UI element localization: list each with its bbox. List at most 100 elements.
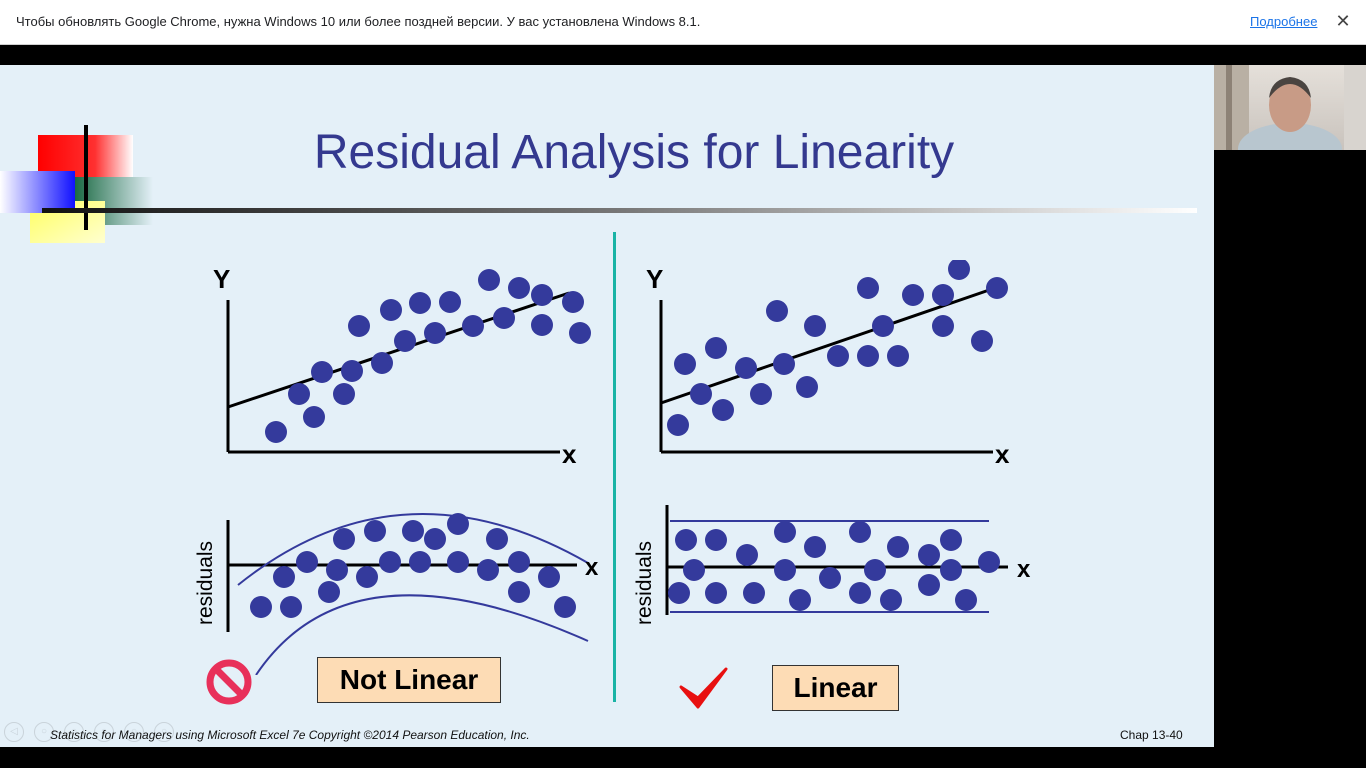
data-point	[531, 314, 553, 336]
residual-point	[508, 581, 530, 603]
data-point	[796, 376, 818, 398]
residual-x-label: x	[1017, 556, 1031, 583]
residual-point	[774, 521, 796, 543]
regression-line	[660, 286, 996, 405]
slide-decoration	[0, 125, 1197, 702]
residual-point	[379, 551, 401, 573]
residual-point	[508, 551, 530, 573]
data-point	[380, 299, 402, 321]
residual-point	[880, 589, 902, 611]
data-point	[986, 277, 1008, 299]
prev-slide-icon[interactable]: ◁	[4, 722, 24, 742]
data-point	[705, 337, 727, 359]
data-point	[902, 284, 924, 306]
left-scatter-plot: Y x	[213, 264, 591, 469]
residuals-axis-label: residuals	[194, 541, 217, 625]
residual-point	[918, 574, 940, 596]
residual-point	[486, 528, 508, 550]
residual-x-label: x	[585, 554, 599, 581]
data-point	[827, 345, 849, 367]
data-point	[562, 291, 584, 313]
residual-point	[447, 513, 469, 535]
right-residual-plot: residuals x	[633, 505, 1031, 625]
slide-title: Residual Analysis for Linearity	[313, 126, 955, 179]
data-point	[766, 300, 788, 322]
residual-point	[296, 551, 318, 573]
data-point	[690, 383, 712, 405]
infobar-message: Чтобы обновлять Google Chrome, нужна Win…	[16, 14, 701, 29]
residual-point	[538, 566, 560, 588]
residual-point	[402, 520, 424, 542]
residual-point	[955, 589, 977, 611]
residual-point	[978, 551, 1000, 573]
residual-point	[743, 582, 765, 604]
bottom-black-strip	[0, 747, 1366, 768]
pen-icon[interactable]: ○	[64, 722, 84, 742]
slide-menu-icon[interactable]: ○	[34, 722, 54, 742]
data-point	[288, 383, 310, 405]
residual-point	[668, 582, 690, 604]
data-point	[424, 322, 446, 344]
residual-point	[683, 559, 705, 581]
data-points	[265, 269, 591, 443]
residual-point	[789, 589, 811, 611]
slide-page-number: Chap 13-40	[1120, 728, 1183, 742]
residual-point	[364, 520, 386, 542]
residual-point	[940, 559, 962, 581]
view-icon[interactable]: ○	[124, 722, 144, 742]
residual-point	[250, 596, 272, 618]
data-point	[569, 322, 591, 344]
data-point	[394, 330, 416, 352]
data-point	[493, 307, 515, 329]
data-point	[439, 291, 461, 313]
presenter-avatar	[1214, 65, 1366, 150]
data-point	[735, 357, 757, 379]
data-point	[667, 414, 689, 436]
data-point	[857, 345, 879, 367]
residual-point	[554, 596, 576, 618]
residual-point	[409, 551, 431, 573]
residual-point	[675, 529, 697, 551]
webcam-video-thumbnail	[1214, 65, 1366, 150]
residual-point	[424, 528, 446, 550]
residual-point	[804, 536, 826, 558]
linear-label: Linear	[772, 665, 899, 711]
data-point	[712, 399, 734, 421]
residual-point	[774, 559, 796, 581]
x-axis-label: x	[995, 439, 1010, 469]
presentation-slide: Residual Analysis for Linearity Y x	[0, 65, 1214, 747]
residual-point	[280, 596, 302, 618]
residual-point	[864, 559, 886, 581]
data-point	[311, 361, 333, 383]
chrome-update-infobar: Чтобы обновлять Google Chrome, нужна Win…	[0, 0, 1366, 45]
more-icon[interactable]: ○	[154, 722, 174, 742]
infobar-more-link[interactable]: Подробнее	[1250, 14, 1318, 29]
upper-curve-band	[237, 512, 589, 586]
residual-point	[273, 566, 295, 588]
zoom-icon[interactable]: ○	[94, 722, 114, 742]
residual-points	[250, 513, 576, 618]
data-point	[531, 284, 553, 306]
left-residual-plot: residuals x	[194, 512, 599, 675]
data-point	[348, 315, 370, 337]
data-point	[857, 277, 879, 299]
data-point	[478, 269, 500, 291]
y-axis-label: Y	[213, 264, 230, 294]
slideshow-nav-controls: ◁ ○ ○ ○ ○ ○	[4, 721, 184, 745]
residual-points	[668, 521, 1000, 611]
infobar-close-icon[interactable]: ✕	[1335, 11, 1351, 31]
residual-point	[705, 529, 727, 551]
data-point	[265, 421, 287, 443]
residual-point	[447, 551, 469, 573]
residual-point	[705, 582, 727, 604]
data-point	[932, 315, 954, 337]
data-point	[872, 315, 894, 337]
y-axis-label: Y	[646, 264, 663, 294]
data-point	[948, 260, 970, 280]
residual-point	[326, 559, 348, 581]
prohibited-icon	[206, 659, 252, 705]
residual-point	[736, 544, 758, 566]
data-point	[303, 406, 325, 428]
residual-point	[849, 521, 871, 543]
data-point	[887, 345, 909, 367]
